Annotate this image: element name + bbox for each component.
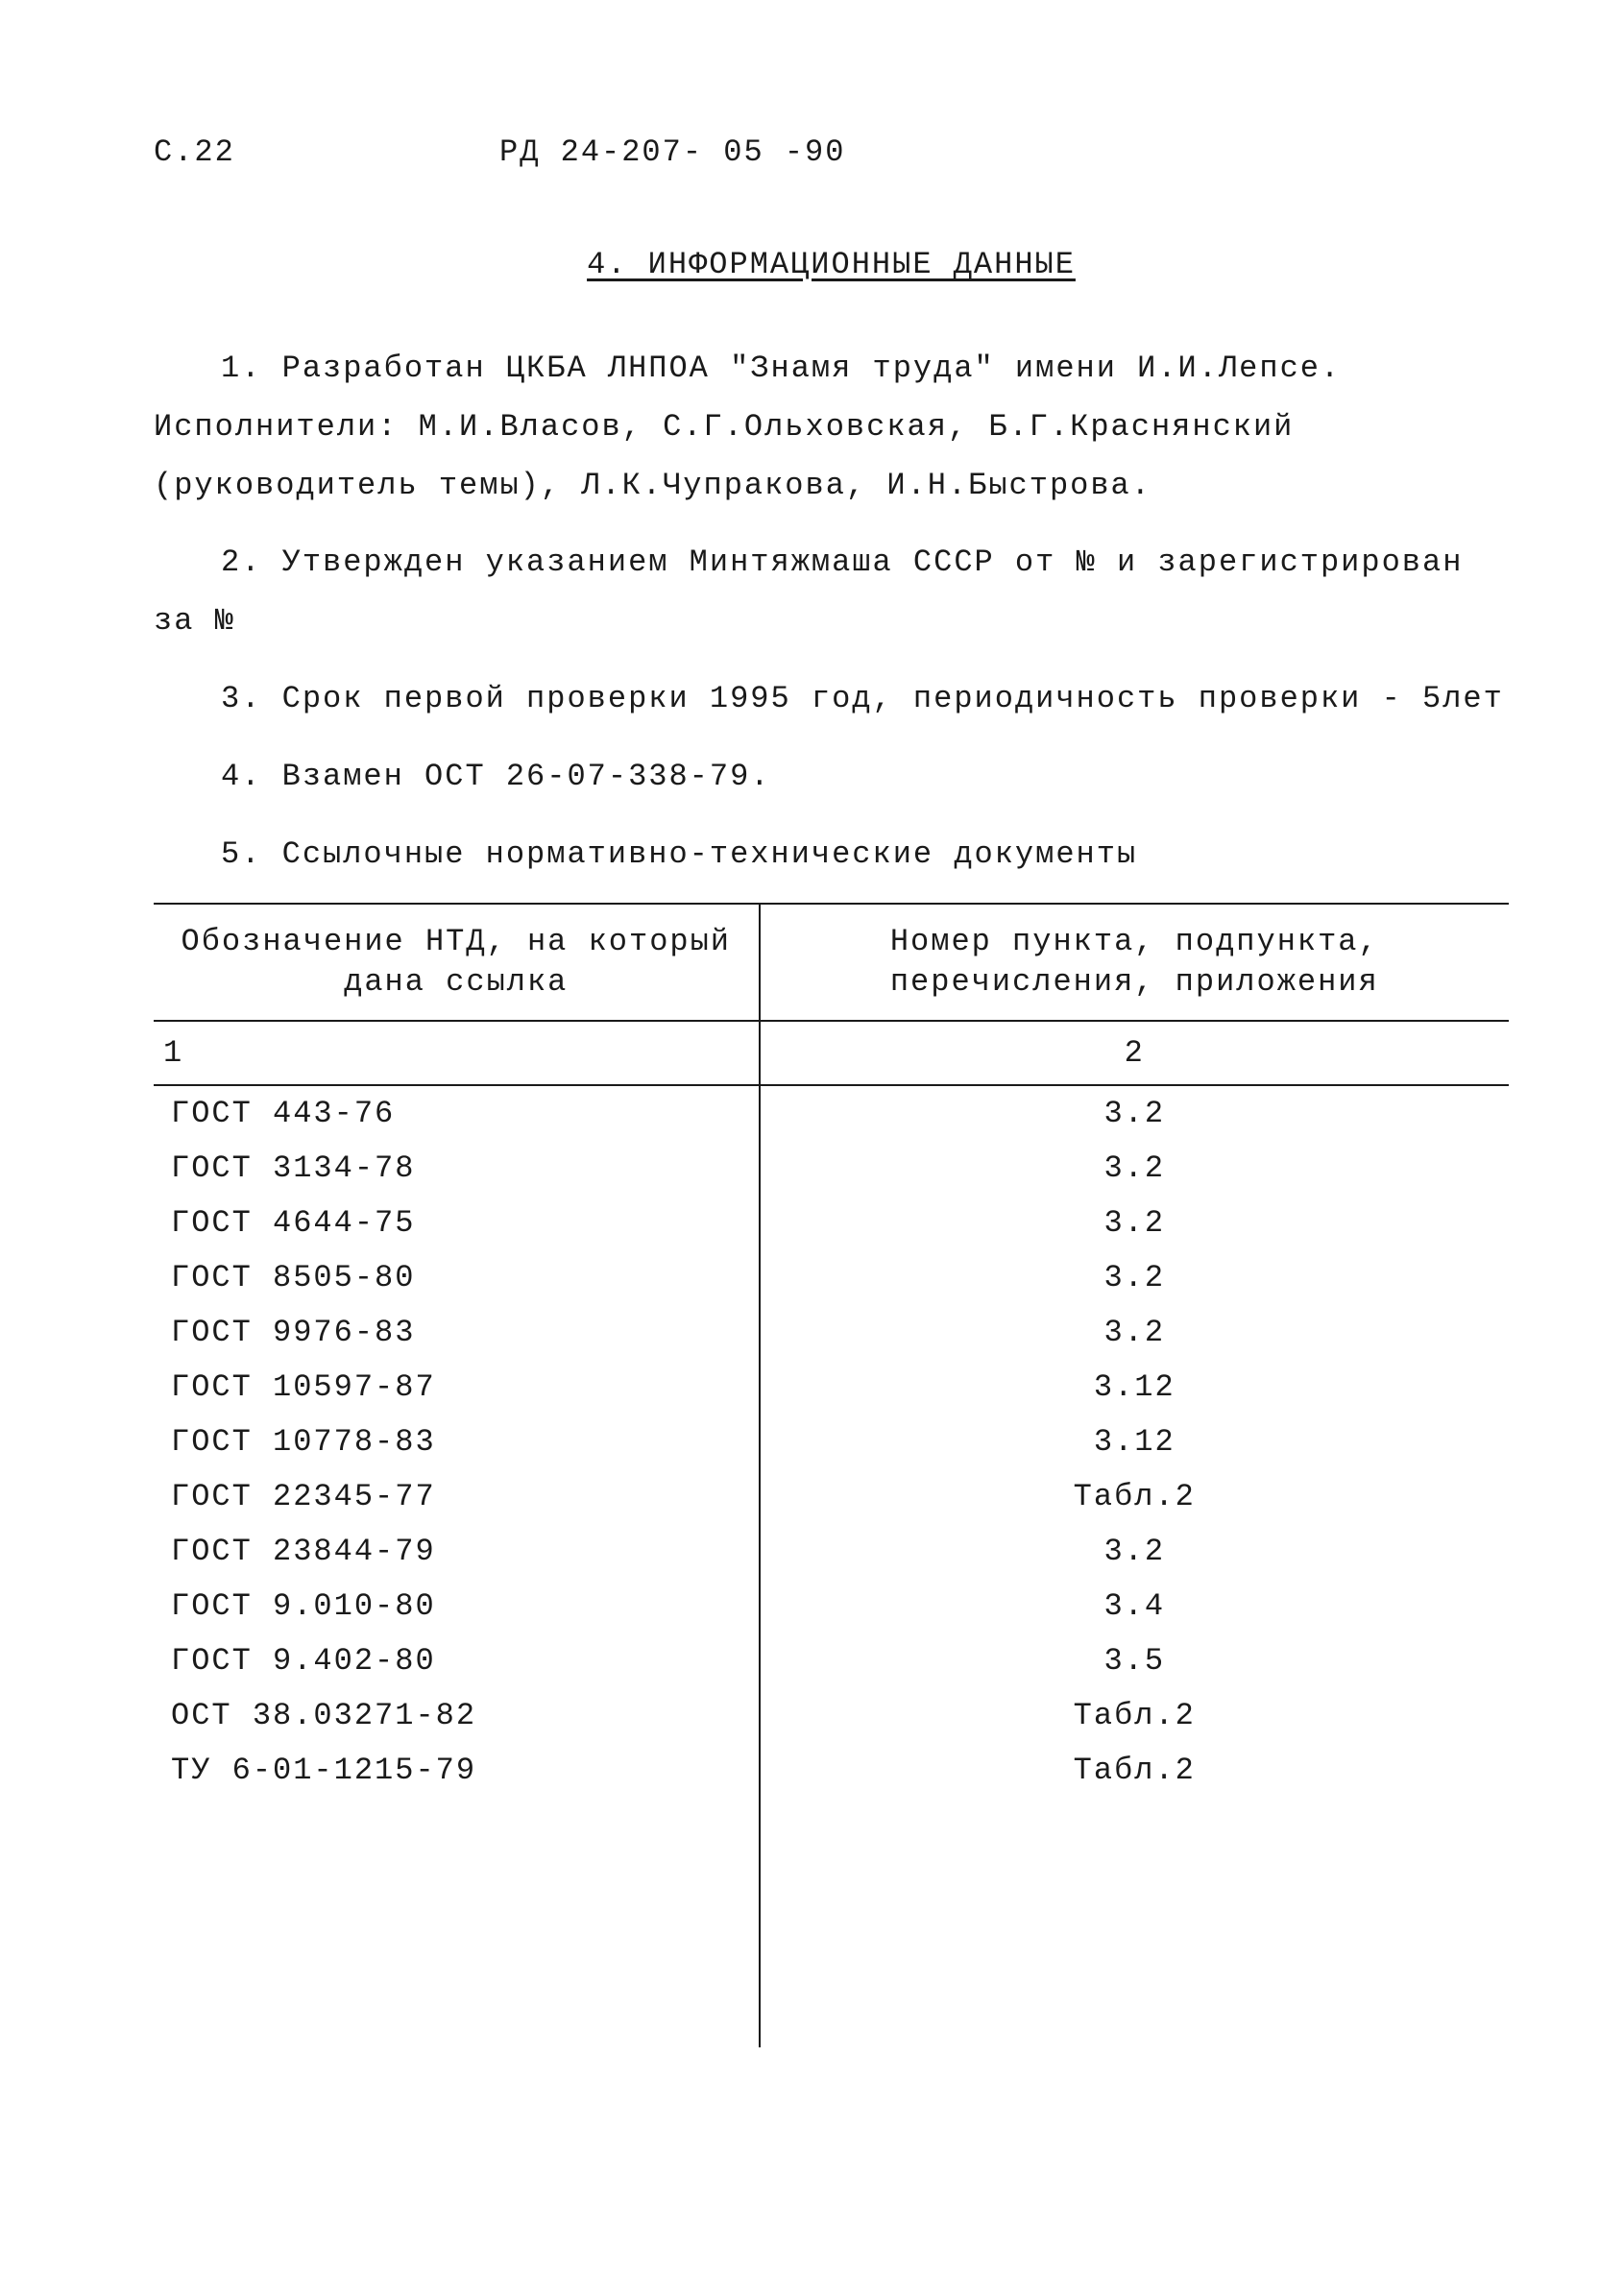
table-row: ГОСТ 10778-833.12 (154, 1415, 1509, 1469)
cell-ntd: ГОСТ 10597-87 (154, 1360, 760, 1415)
table-row: ГОСТ 10597-873.12 (154, 1360, 1509, 1415)
table-row: ГОСТ 4644-753.2 (154, 1196, 1509, 1250)
cell-ntd: ГОСТ 8505-80 (154, 1250, 760, 1305)
cell-ntd: ГОСТ 9976-83 (154, 1305, 760, 1360)
table-row: ГОСТ 8505-803.2 (154, 1250, 1509, 1305)
table-row: ГОСТ 9.010-803.4 (154, 1579, 1509, 1633)
cell-ntd: ТУ 6-01-1215-79 (154, 1743, 760, 1798)
cell-ref: 3.2 (760, 1085, 1509, 1141)
cell-ref: 3.12 (760, 1360, 1509, 1415)
cell-ntd: ГОСТ 4644-75 (154, 1196, 760, 1250)
table-tail-row (154, 1798, 1509, 2047)
table-row: ТУ 6-01-1215-79Табл.2 (154, 1743, 1509, 1798)
cell-ntd: ГОСТ 443-76 (154, 1085, 760, 1141)
references-table-container: Обозначение НТД, на который дана ссылка … (154, 903, 1509, 2046)
cell-ref: 3.2 (760, 1524, 1509, 1579)
table-row: ГОСТ 443-763.2 (154, 1085, 1509, 1141)
cell-ref: 3.5 (760, 1633, 1509, 1688)
cell-ntd: ГОСТ 10778-83 (154, 1415, 760, 1469)
paragraph-2: 2. Утвержден указанием Минтяжмаша СССР о… (154, 534, 1509, 651)
column-header-1: Обозначение НТД, на который дана ссылка (154, 904, 760, 1020)
cell-ref: 3.4 (760, 1579, 1509, 1633)
table-row: ГОСТ 9.402-803.5 (154, 1633, 1509, 1688)
table-row: ГОСТ 9976-833.2 (154, 1305, 1509, 1360)
section-title: 4. ИНФОРМАЦИОННЫЕ ДАННЫЕ (154, 247, 1509, 282)
paragraph-4: 4. Взамен ОСТ 26-07-338-79. (154, 748, 1509, 807)
page-number: С.22 (154, 134, 403, 170)
cell-ref: 3.2 (760, 1305, 1509, 1360)
cell-ref: 3.2 (760, 1141, 1509, 1196)
table-header-row: Обозначение НТД, на который дана ссылка … (154, 904, 1509, 1020)
cell-ntd: ОСТ 38.03271-82 (154, 1688, 760, 1743)
cell-ref: Табл.2 (760, 1469, 1509, 1524)
column-number-row: 1 2 (154, 1021, 1509, 1085)
column-number-2: 2 (760, 1021, 1509, 1085)
cell-ntd: ГОСТ 22345-77 (154, 1469, 760, 1524)
table-body: 1 2 ГОСТ 443-763.2 ГОСТ 3134-783.2 ГОСТ … (154, 1021, 1509, 2047)
paragraph-3: 3. Срок первой проверки 1995 год, период… (154, 670, 1509, 729)
cell-ntd: ГОСТ 9.402-80 (154, 1633, 760, 1688)
table-header: Обозначение НТД, на который дана ссылка … (154, 904, 1509, 1020)
cell-ref: 3.12 (760, 1415, 1509, 1469)
table-row: ОСТ 38.03271-82Табл.2 (154, 1688, 1509, 1743)
cell-ref: Табл.2 (760, 1688, 1509, 1743)
table-row: ГОСТ 22345-77Табл.2 (154, 1469, 1509, 1524)
references-table: Обозначение НТД, на который дана ссылка … (154, 903, 1509, 2046)
paragraph-1: 1. Разработан ЦКБА ЛНПОА "Знамя труда" и… (154, 340, 1509, 515)
cell-ntd: ГОСТ 23844-79 (154, 1524, 760, 1579)
cell-ref: 3.2 (760, 1250, 1509, 1305)
header-row: С.22 РД 24-207- 05 -90 (154, 134, 1509, 170)
paragraph-5: 5. Ссылочные нормативно-технические доку… (154, 826, 1509, 884)
column-header-2: Номер пункта, подпункта, перечисления, п… (760, 904, 1509, 1020)
cell-ntd: ГОСТ 3134-78 (154, 1141, 760, 1196)
document-code: РД 24-207- 05 -90 (499, 134, 845, 170)
column-number-1: 1 (154, 1021, 760, 1085)
table-row: ГОСТ 23844-793.2 (154, 1524, 1509, 1579)
cell-empty (154, 1798, 760, 2047)
table-row: ГОСТ 3134-783.2 (154, 1141, 1509, 1196)
cell-ref: 3.2 (760, 1196, 1509, 1250)
cell-empty (760, 1798, 1509, 2047)
cell-ref: Табл.2 (760, 1743, 1509, 1798)
cell-ntd: ГОСТ 9.010-80 (154, 1579, 760, 1633)
